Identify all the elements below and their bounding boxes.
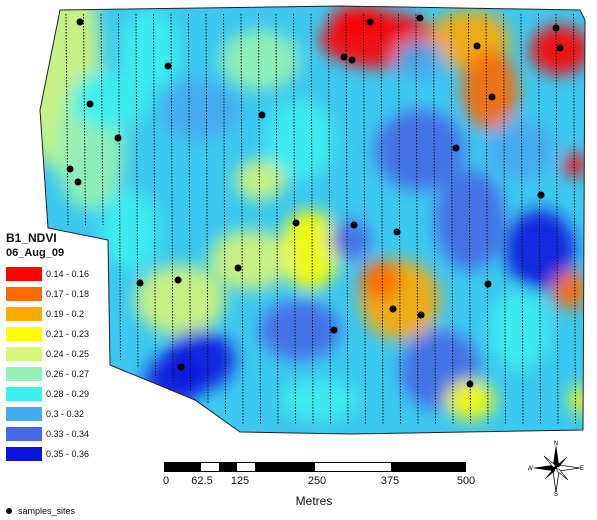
sample-site-marker [258, 111, 266, 119]
legend-label: 0.21 - 0.23 [46, 329, 90, 339]
samples-label: samples_sites [18, 506, 76, 516]
legend-label: 0.19 - 0.2 [46, 309, 85, 319]
legend-item: 0.3 - 0.32 [4, 404, 110, 424]
sample-site-marker [537, 191, 545, 199]
sample-site-marker [484, 280, 492, 288]
legend-item: 0.21 - 0.23 [4, 324, 110, 344]
sample-site-marker [416, 14, 424, 22]
sample-site-marker [136, 279, 144, 287]
scale-bar-graphic [164, 462, 466, 472]
sample-site-marker [164, 62, 172, 70]
legend-subtitle: 06_Aug_09 [6, 247, 65, 259]
legend-swatch [6, 387, 42, 401]
legend-item: 0.33 - 0.34 [4, 424, 110, 444]
west-label: W [528, 466, 533, 472]
legend-label: 0.17 - 0.18 [46, 289, 90, 299]
legend-swatch [6, 407, 42, 421]
samples-legend: samples_sites [6, 506, 75, 516]
legend-swatch [6, 367, 42, 381]
harvest-tracks [65, 13, 576, 426]
legend-label: 0.33 - 0.34 [46, 429, 90, 439]
scale-tick: 250 [307, 475, 327, 487]
legend-label: 0.35 - 0.36 [46, 449, 90, 459]
legend-swatch [6, 307, 42, 321]
legend-item: 0.28 - 0.29 [4, 384, 110, 404]
scale-tick: 500 [456, 475, 476, 487]
north-label: N [554, 441, 558, 447]
scale-tick: 125 [230, 475, 250, 487]
legend-label: 0.28 - 0.29 [46, 389, 90, 399]
legend-swatch [6, 347, 42, 361]
sample-site-marker [340, 53, 348, 61]
sample-site-marker [389, 305, 397, 313]
scale-unit: Metres [295, 494, 333, 508]
scale-tick: 0 [162, 475, 170, 487]
north-arrow-icon: N S E W [528, 441, 584, 496]
sample-site-marker [292, 219, 300, 227]
legend-item: 0.35 - 0.36 [4, 444, 110, 464]
sample-site-marker [66, 165, 74, 173]
scale-tick: 62.5 [191, 475, 213, 487]
sample-site-marker [174, 276, 182, 284]
south-label: S [554, 492, 558, 496]
legend-label: 0.24 - 0.25 [46, 349, 90, 359]
sample-site-marker [466, 380, 474, 388]
legend-swatch [6, 427, 42, 441]
east-label: E [580, 466, 584, 472]
sample-site-marker [488, 93, 496, 101]
sample-site-marker [86, 100, 94, 108]
sample-site-marker [350, 221, 358, 229]
sample-site-marker [234, 264, 242, 272]
scale-tick: 375 [380, 475, 400, 487]
sample-site-marker [330, 326, 338, 334]
sample-site-marker [417, 311, 425, 319]
sample-sites [66, 14, 564, 388]
legend-item: 0.26 - 0.27 [4, 364, 110, 384]
legend-title: B1_NDVI [6, 231, 57, 245]
legend-label: 0.3 - 0.32 [46, 409, 85, 419]
sample-marker-icon [6, 508, 12, 514]
legend-label: 0.14 - 0.16 [46, 269, 90, 279]
legend-item: 0.14 - 0.16 [4, 264, 110, 284]
scale-bar: 0 62.5 125 250 375 500 Metres [160, 460, 480, 510]
legend-swatch [6, 287, 42, 301]
sample-site-marker [348, 56, 356, 64]
sample-site-marker [177, 363, 185, 371]
sample-site-marker [452, 144, 460, 152]
sample-site-marker [556, 44, 564, 52]
sample-site-marker [473, 42, 481, 50]
legend-swatch [6, 267, 42, 281]
legend-items: 0.14 - 0.16 0.17 - 0.18 0.19 - 0.2 0.21 - 0… [4, 264, 110, 464]
sample-site-marker [114, 134, 122, 142]
legend-item: 0.19 - 0.2 [4, 304, 110, 324]
legend-item: 0.24 - 0.25 [4, 344, 110, 364]
sample-site-marker [74, 178, 82, 186]
legend-swatch [6, 447, 42, 461]
legend-label: 0.26 - 0.27 [46, 369, 90, 379]
sample-site-marker [76, 18, 84, 26]
sample-site-marker [366, 18, 374, 26]
legend-item: 0.17 - 0.18 [4, 284, 110, 304]
sample-site-marker [552, 24, 560, 32]
legend-swatch [6, 327, 42, 341]
legend: B1_NDVI 06_Aug_09 0.14 - 0.16 0.17 - 0.18… [4, 231, 110, 464]
sample-site-marker [393, 228, 401, 236]
